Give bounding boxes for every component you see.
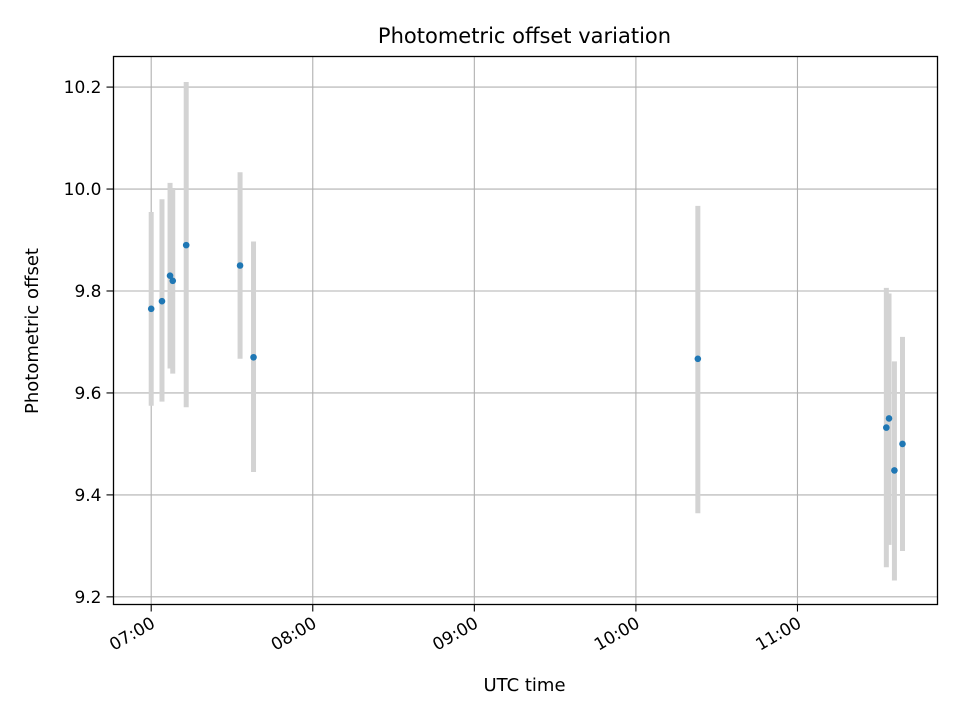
chart-title: Photometric offset variation	[378, 24, 671, 48]
y-axis-ticks: 9.2 9.4 9.6 9.8 10.0 10.2	[64, 78, 114, 608]
data-point	[694, 355, 702, 363]
plot-frame	[112, 55, 939, 606]
data-point	[169, 277, 177, 285]
data-point	[158, 297, 166, 305]
data-point	[182, 241, 190, 249]
y-tick-label: 9.4	[74, 486, 101, 506]
grid	[113, 56, 938, 605]
data-point	[885, 415, 893, 422]
data-point	[891, 467, 898, 474]
data-point	[236, 262, 244, 269]
data-point	[899, 440, 906, 448]
data-point	[166, 272, 174, 280]
y-tick-label: 9.8	[74, 282, 101, 302]
y-tick-label: 9.6	[74, 384, 101, 404]
y-axis-label: Photometric offset	[22, 248, 43, 414]
data-points	[147, 241, 906, 474]
x-axis-label: UTC time	[483, 675, 565, 696]
data-point	[250, 353, 257, 361]
y-tick-label: 9.2	[74, 588, 101, 608]
data-point	[147, 305, 155, 313]
data-point	[883, 424, 890, 431]
y-tick-label: 10.0	[64, 180, 102, 200]
y-tick-label: 10.2	[64, 78, 102, 98]
